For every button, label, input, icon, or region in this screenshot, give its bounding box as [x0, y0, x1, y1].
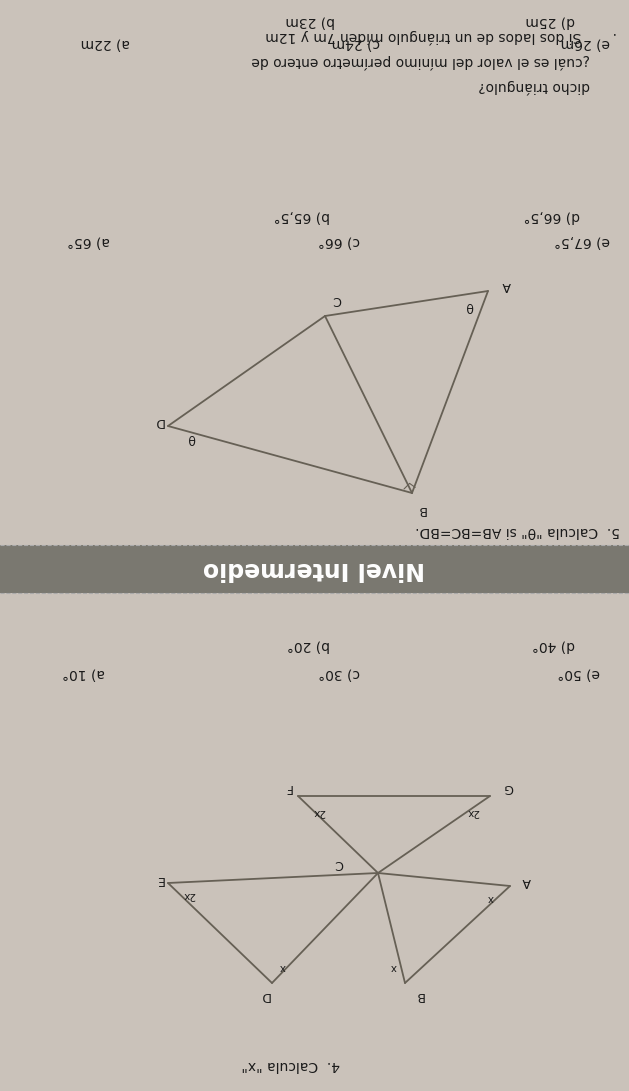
Text: G: G [503, 781, 513, 794]
Text: e) 26m: e) 26m [560, 36, 610, 50]
Text: a) 22m: a) 22m [81, 36, 130, 50]
Text: 4.  Calcula "x": 4. Calcula "x" [242, 1058, 340, 1072]
Text: dicho triángulo?: dicho triángulo? [478, 79, 590, 93]
Text: B: B [415, 988, 423, 1002]
Text: .: . [610, 29, 614, 43]
Text: a) 10°: a) 10° [62, 666, 105, 680]
Text: A: A [522, 875, 530, 888]
Text: ¿cuál es el valor del mínimo perímetro entero de: ¿cuál es el valor del mínimo perímetro e… [252, 53, 590, 69]
Text: d) 25m: d) 25m [525, 14, 575, 28]
Text: c) 30°: c) 30° [318, 666, 360, 680]
Text: θ: θ [188, 432, 196, 444]
Text: b) 23m: b) 23m [286, 14, 335, 28]
Text: x: x [488, 894, 494, 903]
Bar [0, 546, 629, 594]
Text: d) 40°: d) 40° [532, 638, 575, 652]
Text: c) 66°: c) 66° [318, 233, 360, 248]
Text: 2x: 2x [466, 807, 479, 817]
Text: a) 65°: a) 65° [67, 233, 110, 248]
Text: C: C [333, 293, 342, 307]
Text: b) 65,5°: b) 65,5° [274, 209, 330, 223]
Text: C: C [335, 856, 344, 870]
Text: D: D [154, 415, 164, 428]
Text: 2x: 2x [312, 807, 325, 817]
Text: θ: θ [466, 299, 474, 312]
Text: F: F [285, 781, 292, 794]
Text: x: x [280, 962, 286, 972]
Text: e) 50°: e) 50° [557, 666, 600, 680]
Text: x: x [391, 962, 397, 972]
Text: d) 66,5°: d) 66,5° [523, 209, 580, 223]
Text: B: B [417, 503, 426, 516]
Text: c) 24m: c) 24m [331, 36, 380, 50]
Text: b) 20°: b) 20° [287, 638, 330, 652]
Text: e) 67,5°: e) 67,5° [554, 233, 610, 248]
Text: A: A [502, 279, 511, 292]
Text: D: D [260, 988, 270, 1002]
Text: 5.  Calcula "θ" si AB=BC=BD.: 5. Calcula "θ" si AB=BC=BD. [415, 524, 620, 538]
Text: 2x: 2x [182, 890, 195, 900]
Text: Si dos lados de un triángulo miden 7m y 12m: Si dos lados de un triángulo miden 7m y … [265, 28, 590, 44]
Text: E: E [156, 873, 164, 886]
Text: Nivel Intermedio: Nivel Intermedio [203, 558, 425, 582]
